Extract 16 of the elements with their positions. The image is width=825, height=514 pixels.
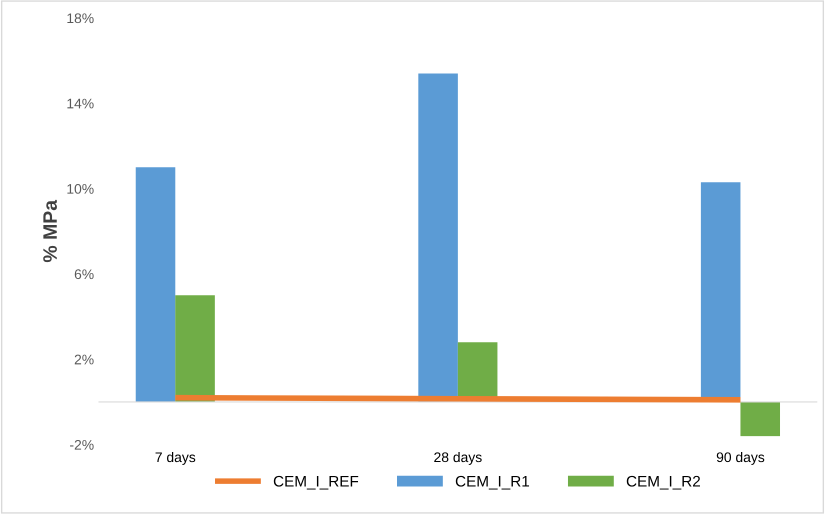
y-tick-label: 18% bbox=[67, 13, 94, 24]
y-tick-label: 2% bbox=[74, 354, 94, 364]
x-tick-label: 28 days bbox=[434, 452, 482, 465]
y-tick-label: 14% bbox=[67, 98, 94, 108]
y-tick-label: 10% bbox=[67, 184, 94, 194]
x-tick-label: 7 days bbox=[156, 452, 196, 465]
y-axis-title: % MPa bbox=[43, 200, 57, 262]
bar bbox=[136, 167, 176, 402]
y-tick-label: -2% bbox=[70, 440, 94, 450]
legend-label: CEM_I_REF bbox=[274, 476, 358, 490]
bar bbox=[740, 402, 780, 436]
legend-label: CEM_I_R1 bbox=[456, 476, 530, 490]
y-tick-label: 6% bbox=[74, 269, 94, 280]
x-tick-label: 90 days bbox=[716, 452, 764, 465]
legend-label: CEM_I_R2 bbox=[626, 476, 700, 490]
bar bbox=[175, 295, 215, 402]
